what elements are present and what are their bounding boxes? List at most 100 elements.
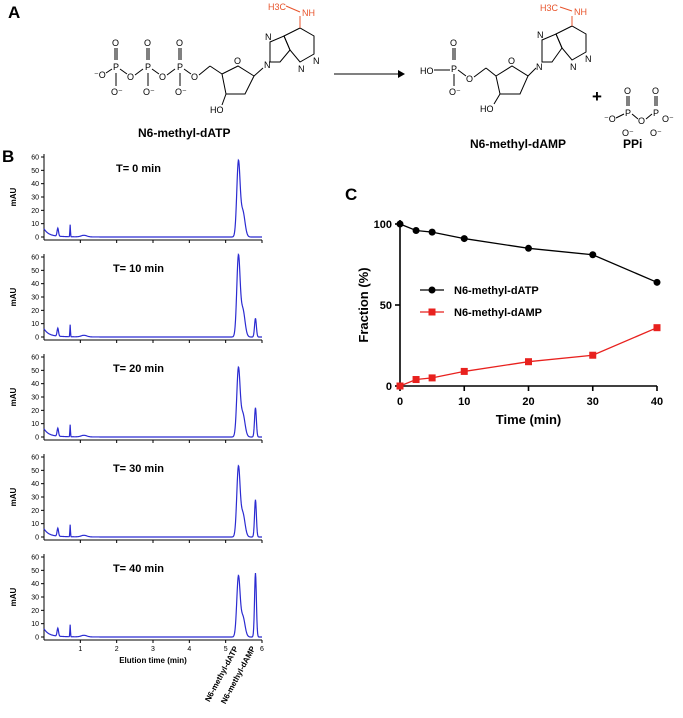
fraction-chart: 0 50 100 0 10 20 30 40 Time (min) Fraction (%) N6-… (356, 219, 663, 427)
y-tick-label: 30 (31, 295, 39, 302)
series-line (399, 223, 658, 283)
data-point (589, 251, 597, 259)
chromatogram-panel: 0 10 20 30 40 50 60 mAU T= 20 min (9, 354, 263, 443)
atom-label: O (624, 86, 631, 96)
data-point (428, 228, 436, 236)
atom-label: P (113, 62, 119, 72)
y-tick-label: 20 (31, 508, 39, 515)
x-tick-label: 30 (587, 396, 599, 408)
data-point (396, 220, 404, 228)
x-tick-label: 6 (260, 646, 264, 653)
x-tick-label: 20 (522, 396, 534, 408)
atom-label: HO (210, 105, 224, 115)
atom-label: N (570, 62, 577, 72)
atom-label: O⁻ (143, 87, 155, 97)
y-tick-label: 30 (31, 495, 39, 502)
atom-label: O (112, 38, 119, 48)
y-tick-label: 50 (31, 468, 39, 475)
chromatogram-panel: 0 10 20 30 40 50 60 mAU T= 30 min (9, 454, 263, 543)
legend-marker (428, 286, 436, 294)
y-axis-label: mAU (9, 187, 18, 206)
y-tick-label: 40 (31, 181, 39, 188)
atom-label: O⁻ (662, 114, 674, 124)
x-tick-label: 40 (651, 396, 663, 408)
y-tick-label: 50 (31, 268, 39, 275)
y-tick-label: 60 (31, 355, 39, 362)
atom-label: N (536, 62, 543, 72)
y-tick-label: 30 (31, 195, 39, 202)
data-point (653, 324, 661, 332)
atom-label: P (625, 108, 631, 118)
atom-label: N (298, 64, 305, 74)
y-tick-label: 50 (380, 300, 392, 312)
y-tick-label: 40 (31, 281, 39, 288)
y-tick-label: 20 (31, 308, 39, 315)
atom-label: N (264, 60, 271, 70)
y-tick-label: 30 (31, 595, 39, 602)
x-tick-label: 5 (224, 646, 228, 653)
time-point-label: T= 20 min (113, 363, 164, 375)
atom-label: ⁻O (94, 70, 106, 80)
panel-a-letter: A (8, 3, 20, 22)
time-point-label: T= 30 min (113, 463, 164, 475)
y-tick-label: 60 (31, 455, 39, 462)
time-point-label: T= 0 min (116, 163, 161, 175)
ppi-structure: O O ⁻O P O P O⁻ O⁻ O⁻ (604, 86, 674, 138)
y-tick-label: 50 (31, 168, 39, 175)
atom-label: O⁻ (650, 128, 662, 138)
y-axis-label: mAU (9, 287, 18, 306)
y-tick-label: 10 (31, 221, 39, 228)
y-tick-label: 10 (31, 421, 39, 428)
data-point (460, 367, 468, 375)
legend-label: N6-methyl-dAMP (454, 307, 542, 319)
y-tick-label: 60 (31, 255, 39, 262)
y-tick-label: 50 (31, 368, 39, 375)
data-point (428, 374, 436, 382)
x-tick-label: 2 (115, 646, 119, 653)
chromatogram-panel: 0 10 20 30 40 50 60 mAU T= 40 min (9, 554, 263, 643)
x-tick-label: 4 (187, 646, 191, 653)
methyl-nh-label: NH (574, 7, 587, 17)
atom-label: O (652, 86, 659, 96)
atom-label: HO (480, 104, 494, 114)
atom-label: O (450, 38, 457, 48)
atom-label: O (191, 72, 198, 82)
methyl-group-label: H3C (268, 2, 287, 12)
x-axis-label: Elution time (min) (119, 656, 187, 665)
chromatogram-panel: 0 10 20 30 40 50 60 mAU T= 0 min (9, 154, 263, 243)
atom-label: O (176, 38, 183, 48)
y-axis-label: mAU (9, 387, 18, 406)
y-tick-label: 100 (374, 219, 392, 231)
legend-label: N6-methyl-dATP (454, 285, 539, 297)
y-tick-label: 0 (35, 535, 39, 542)
atom-label: O⁻ (449, 87, 461, 97)
product-name: N6-methyl-dAMP (470, 137, 566, 151)
plus-sign: + (592, 87, 602, 106)
y-tick-label: 20 (31, 208, 39, 215)
y-axis-label: Fraction (%) (356, 267, 371, 342)
panel-c-letter: C (345, 185, 357, 204)
panel-b-letter: B (2, 147, 14, 166)
data-point (412, 226, 420, 234)
methyl-nh-label: NH (302, 8, 315, 18)
x-axis-label: Time (min) (496, 412, 562, 427)
y-axis-label: mAU (9, 587, 18, 606)
y-tick-label: 0 (35, 335, 39, 342)
y-tick-label: 40 (31, 381, 39, 388)
atom-label: N (265, 32, 272, 42)
reactant-name: N6-methyl-dATP (138, 126, 230, 140)
y-tick-label: 10 (31, 321, 39, 328)
atom-label: O (638, 116, 645, 126)
reaction-arrowhead (398, 70, 405, 78)
atom-label: O (466, 74, 473, 84)
atom-label: O⁻ (175, 87, 187, 97)
x-tick-label: 0 (397, 396, 403, 408)
series-line (399, 327, 658, 387)
atom-label: N (537, 30, 544, 40)
atom-label: HO (420, 66, 434, 76)
data-point (653, 278, 661, 286)
y-tick-label: 60 (31, 555, 39, 562)
atom-label: O (508, 56, 515, 66)
dAMP-structure: O HO P O O⁻ O HO N N N N NH H3C (420, 3, 592, 114)
y-tick-label: 50 (31, 568, 39, 575)
